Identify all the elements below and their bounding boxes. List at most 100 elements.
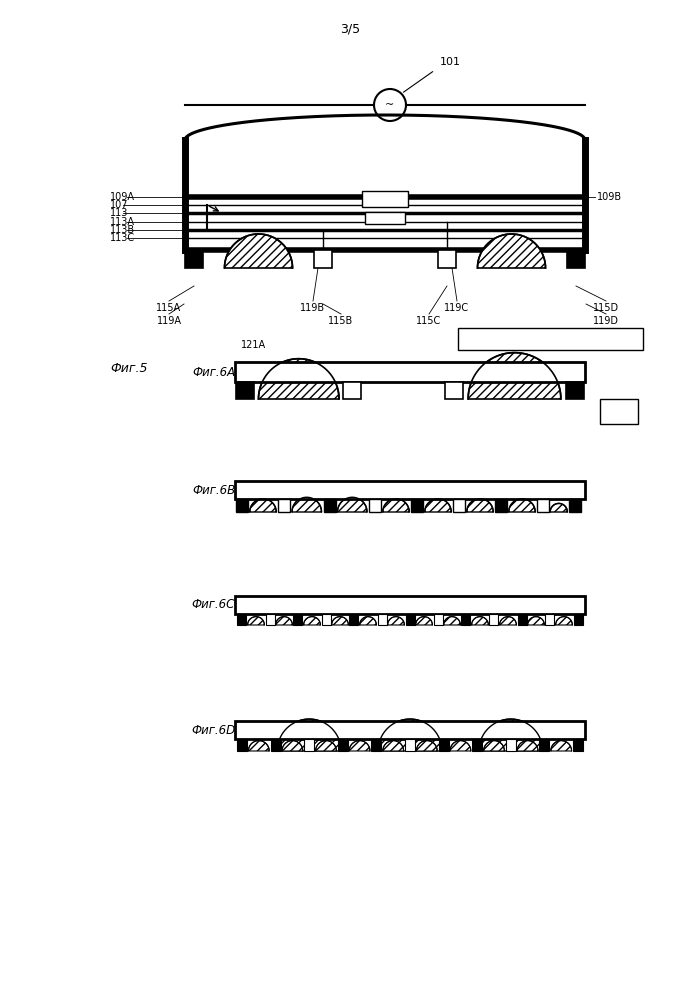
- Bar: [568, 499, 580, 512]
- Text: 115D: 115D: [593, 303, 619, 313]
- Text: 101: 101: [440, 57, 461, 67]
- Polygon shape: [528, 617, 545, 625]
- Polygon shape: [250, 499, 276, 512]
- Polygon shape: [360, 617, 377, 625]
- Text: 119A: 119A: [157, 316, 181, 326]
- Polygon shape: [383, 741, 404, 751]
- Polygon shape: [467, 499, 494, 512]
- Bar: [372, 739, 382, 751]
- Bar: [235, 481, 585, 499]
- Bar: [495, 499, 507, 512]
- Polygon shape: [276, 617, 293, 625]
- Bar: [489, 614, 498, 625]
- Polygon shape: [332, 617, 349, 625]
- Bar: [236, 499, 248, 512]
- Polygon shape: [316, 741, 337, 751]
- Text: 119B: 119B: [300, 303, 326, 313]
- Text: 119D: 119D: [593, 316, 619, 326]
- Text: Фиг.6A: Фиг.6A: [192, 365, 235, 378]
- Bar: [573, 739, 583, 751]
- Text: 121A: 121A: [241, 340, 266, 350]
- Bar: [461, 614, 470, 625]
- Polygon shape: [292, 497, 321, 512]
- Text: 121B: 121B: [504, 340, 529, 350]
- Polygon shape: [472, 617, 489, 625]
- Polygon shape: [349, 741, 370, 751]
- Bar: [438, 250, 456, 268]
- Bar: [344, 382, 361, 399]
- Bar: [278, 499, 290, 512]
- Text: ~: ~: [386, 100, 395, 110]
- Text: Фиг.6C: Фиг.6C: [192, 598, 235, 611]
- Polygon shape: [551, 741, 572, 751]
- Bar: [235, 362, 585, 382]
- Bar: [237, 739, 247, 751]
- Bar: [411, 499, 423, 512]
- Polygon shape: [258, 359, 339, 399]
- Polygon shape: [388, 617, 405, 625]
- Bar: [506, 739, 516, 751]
- Bar: [323, 499, 335, 512]
- Bar: [540, 739, 550, 751]
- Polygon shape: [479, 719, 542, 751]
- Bar: [349, 614, 358, 625]
- Bar: [293, 614, 302, 625]
- Polygon shape: [378, 719, 442, 751]
- Bar: [265, 614, 274, 625]
- Bar: [271, 739, 281, 751]
- Bar: [439, 739, 449, 751]
- Polygon shape: [477, 234, 545, 268]
- Text: 3/5: 3/5: [340, 22, 360, 35]
- Bar: [573, 614, 582, 625]
- Polygon shape: [550, 503, 567, 512]
- Polygon shape: [248, 741, 270, 751]
- Bar: [405, 739, 415, 751]
- Bar: [235, 721, 585, 739]
- Bar: [445, 382, 463, 399]
- Polygon shape: [500, 617, 517, 625]
- Bar: [377, 614, 386, 625]
- Bar: [237, 614, 246, 625]
- Text: Фиг.6B: Фиг.6B: [192, 484, 235, 497]
- Polygon shape: [425, 499, 452, 512]
- Bar: [321, 614, 330, 625]
- Text: Фиг.6D: Фиг.6D: [191, 724, 235, 736]
- Polygon shape: [383, 499, 410, 512]
- Text: 115B: 115B: [328, 316, 354, 326]
- Bar: [365, 212, 405, 224]
- Bar: [433, 614, 442, 625]
- Polygon shape: [277, 719, 341, 751]
- Bar: [517, 614, 526, 625]
- Bar: [304, 739, 314, 751]
- Polygon shape: [517, 741, 538, 751]
- Bar: [566, 382, 584, 399]
- Polygon shape: [416, 617, 433, 625]
- Text: 115C: 115C: [416, 316, 442, 326]
- Bar: [567, 250, 585, 268]
- Text: 109B: 109B: [597, 192, 622, 202]
- Polygon shape: [444, 617, 461, 625]
- Polygon shape: [248, 617, 265, 625]
- Polygon shape: [556, 617, 573, 625]
- Bar: [236, 382, 254, 399]
- Text: 113B: 113B: [110, 225, 135, 235]
- Bar: [545, 614, 554, 625]
- Text: Фиг.5: Фиг.5: [110, 362, 148, 375]
- Text: 107: 107: [110, 200, 129, 210]
- Bar: [405, 614, 414, 625]
- Text: 113C: 113C: [110, 233, 135, 243]
- Bar: [314, 250, 332, 268]
- Polygon shape: [337, 497, 367, 512]
- Polygon shape: [450, 741, 471, 751]
- Polygon shape: [468, 353, 561, 399]
- Bar: [185, 250, 203, 268]
- Text: 119C: 119C: [444, 303, 470, 313]
- Bar: [338, 739, 348, 751]
- Polygon shape: [304, 617, 321, 625]
- Bar: [453, 499, 465, 512]
- Text: 115A: 115A: [156, 303, 181, 313]
- Bar: [362, 191, 408, 207]
- Bar: [235, 596, 585, 614]
- Bar: [600, 399, 638, 424]
- Polygon shape: [225, 234, 293, 268]
